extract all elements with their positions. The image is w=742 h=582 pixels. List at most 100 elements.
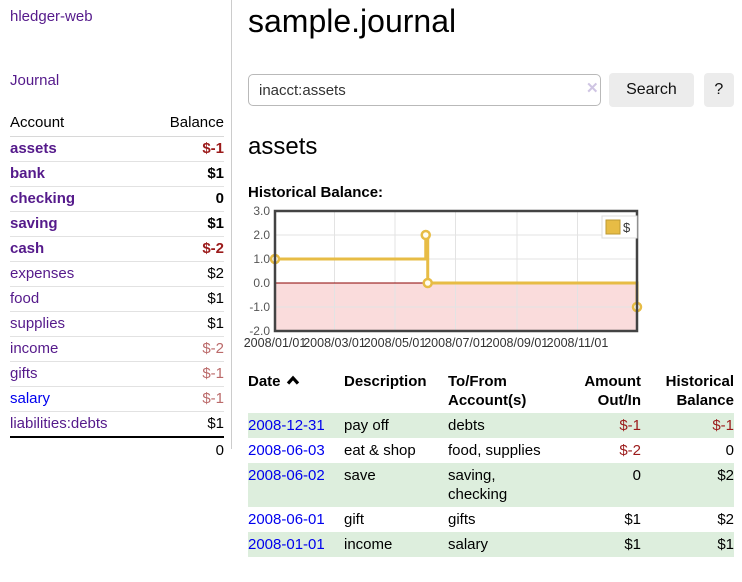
help-button[interactable]: ? <box>703 73 734 107</box>
svg-text:2.0: 2.0 <box>253 228 270 242</box>
transaction-date-link[interactable]: 2008-06-02 <box>248 467 325 484</box>
account-link-supplies[interactable]: supplies <box>10 315 66 332</box>
account-balance: $1 <box>147 411 224 438</box>
transaction-amount: 0 <box>632 467 641 484</box>
table-row: checking 0 <box>10 186 224 212</box>
table-row: liabilities:debts $1 <box>10 411 224 438</box>
transaction-date-link[interactable]: 2008-06-03 <box>248 442 325 459</box>
transaction-date-link[interactable]: 2008-06-01 <box>248 511 325 528</box>
transaction-date-link[interactable]: 2008-01-01 <box>248 536 325 553</box>
account-link-food[interactable]: food <box>10 290 40 307</box>
transactions-header-account: To/From Account(s) <box>448 373 527 409</box>
table-row: 2008-12-31 pay off debts $-1 $-1 <box>248 413 734 438</box>
accounts-header-balance: Balance <box>147 110 224 137</box>
svg-text:-1.0: -1.0 <box>249 300 270 314</box>
transaction-amount: $-1 <box>619 417 641 434</box>
svg-text:2008/05/01: 2008/05/01 <box>364 336 427 350</box>
table-row: 2008-06-02 save saving, checking 0 $2 <box>248 463 734 507</box>
transactions-header-row: Date Description To/From Account(s) Amou… <box>248 370 734 413</box>
accounts-header-account: Account <box>10 110 148 137</box>
transaction-accounts: gifts <box>448 511 476 528</box>
main-panel: sample.journal ✕ Search ? assets Histori… <box>244 0 734 557</box>
svg-text:$: $ <box>623 220 631 235</box>
table-row: gifts $-1 <box>10 361 224 387</box>
search-button[interactable]: Search <box>609 73 694 107</box>
transaction-accounts: salary <box>448 536 489 553</box>
table-row: 2008-01-01 income salary $1 $1 <box>248 532 734 557</box>
account-balance: $1 <box>147 211 224 237</box>
account-link-bank[interactable]: bank <box>10 165 46 182</box>
accounts-total-row: 0 <box>10 436 224 464</box>
account-balance: $-2 <box>147 236 224 262</box>
transaction-description: income <box>344 536 393 553</box>
account-balance: $-1 <box>147 386 224 412</box>
transaction-amount: $1 <box>624 511 641 528</box>
svg-text:2008/11/01: 2008/11/01 <box>547 336 609 350</box>
transaction-date-link[interactable]: 2008-12-31 <box>248 417 325 434</box>
transactions-header-description: Description <box>344 373 427 390</box>
clear-search-icon[interactable]: ✕ <box>586 80 599 97</box>
svg-text:-2.0: -2.0 <box>249 324 270 338</box>
transaction-accounts: debts <box>448 417 485 434</box>
transactions-header-date[interactable]: Date <box>248 370 344 413</box>
svg-text:2008/03/01: 2008/03/01 <box>303 336 366 350</box>
account-balance: $2 <box>147 261 224 287</box>
account-link-cash[interactable]: cash <box>10 240 45 257</box>
transaction-description: eat & shop <box>344 442 416 459</box>
table-row: supplies $1 <box>10 311 224 337</box>
search-input[interactable] <box>248 74 602 106</box>
account-balance: $1 <box>147 286 224 312</box>
table-row: 2008-06-03 eat & shop food, supplies $-2… <box>248 438 734 463</box>
account-link-checking[interactable]: checking <box>10 190 76 207</box>
account-link-salary[interactable]: salary <box>10 390 51 407</box>
transaction-description: save <box>344 467 376 484</box>
accounts-header-row: Account Balance <box>10 110 224 137</box>
transaction-balance: $2 <box>717 511 734 528</box>
table-row: bank $1 <box>10 161 224 187</box>
transaction-amount: $-2 <box>619 442 641 459</box>
accounts-total-value: 0 <box>147 436 224 464</box>
table-row: food $1 <box>10 286 224 312</box>
account-balance: $1 <box>147 161 224 187</box>
account-link-liabilities-debts[interactable]: liabilities:debts <box>10 415 108 432</box>
svg-text:3.0: 3.0 <box>253 204 270 218</box>
table-row: expenses $2 <box>10 261 224 287</box>
transaction-balance: 0 <box>725 442 734 459</box>
account-link-gifts[interactable]: gifts <box>10 365 38 382</box>
sidebar-item-journal[interactable]: Journal <box>10 72 60 89</box>
transaction-accounts: food, supplies <box>448 442 541 459</box>
table-row: income $-2 <box>10 336 224 362</box>
account-link-income[interactable]: income <box>10 340 59 357</box>
accounts-table: Account Balance assets $-1 bank $1 check… <box>10 110 224 464</box>
transaction-description: gift <box>344 511 365 528</box>
page-title: sample.journal <box>248 3 457 39</box>
account-link-saving[interactable]: saving <box>10 215 58 232</box>
transactions-table: Date Description To/From Account(s) Amou… <box>248 370 734 557</box>
table-row: 2008-06-01 gift gifts $1 $2 <box>248 507 734 532</box>
transaction-description: pay off <box>344 417 389 434</box>
svg-text:0.0: 0.0 <box>253 276 270 290</box>
sort-ascending-icon <box>286 372 300 391</box>
search-form: ✕ Search ? <box>248 73 734 107</box>
transaction-balance: $1 <box>717 536 734 553</box>
account-heading: assets <box>248 133 318 160</box>
svg-text:2008/07/01: 2008/07/01 <box>424 336 487 350</box>
svg-text:2008/09/01: 2008/09/01 <box>486 336 549 350</box>
chart-title: Historical Balance: <box>248 184 384 201</box>
table-row: saving $1 <box>10 211 224 237</box>
account-balance: $-1 <box>147 361 224 387</box>
account-link-expenses[interactable]: expenses <box>10 265 75 282</box>
table-row: cash $-2 <box>10 236 224 262</box>
brand-link[interactable]: hledger-web <box>10 8 93 25</box>
account-balance: $1 <box>147 311 224 337</box>
table-row: salary $-1 <box>10 386 224 412</box>
account-link-assets[interactable]: assets <box>10 140 57 157</box>
svg-text:2008/01/01: 2008/01/01 <box>244 336 307 350</box>
historical-balance-chart: 2008/01/012008/03/012008/05/012008/07/01… <box>244 204 643 350</box>
svg-text:1.0: 1.0 <box>253 252 270 266</box>
table-row: assets $-1 <box>10 136 224 162</box>
transactions-header-amount: Amount Out/In <box>584 373 641 409</box>
transaction-accounts: saving, checking <box>448 467 508 503</box>
transaction-balance: $2 <box>717 467 734 484</box>
account-balance: $-2 <box>147 336 224 362</box>
